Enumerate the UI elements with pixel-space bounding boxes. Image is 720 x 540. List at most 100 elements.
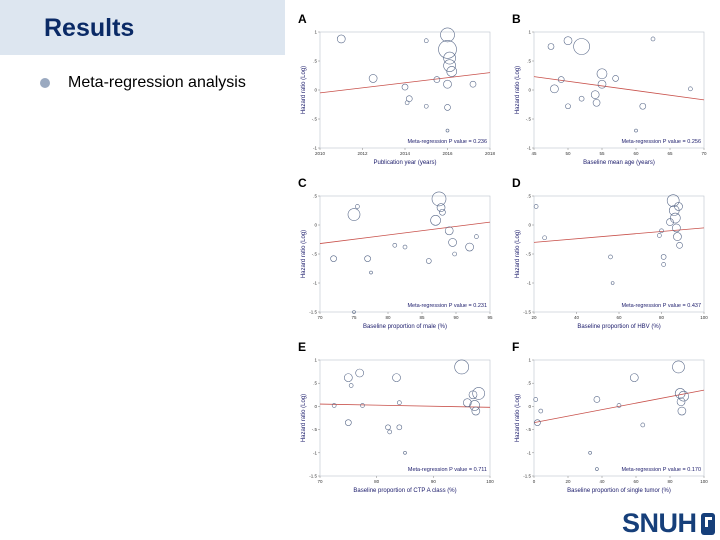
x-axis-title: Publication year (years) (373, 160, 436, 166)
study-bubble (676, 397, 686, 407)
y-tick-label: 1 (528, 358, 531, 363)
study-bubble (448, 238, 457, 247)
study-bubble (471, 406, 481, 416)
study-bubble (345, 419, 352, 426)
study-bubble (348, 383, 354, 388)
study-bubble (405, 95, 413, 102)
snuh-emblem-icon (700, 512, 715, 535)
x-tick-label: 100 (700, 479, 708, 484)
x-tick-label: 80 (385, 315, 391, 320)
study-bubble (563, 36, 573, 45)
p-value-annotation: Meta-regression P value = 0.711 (408, 467, 487, 473)
y-tick-label: -1.5 (523, 310, 531, 315)
x-tick-label: 60 (616, 315, 622, 320)
y-tick-label: 0 (528, 223, 531, 228)
study-bubble (590, 90, 600, 99)
study-bubble (640, 422, 646, 428)
study-bubble (444, 226, 454, 236)
y-tick-label: .5 (313, 381, 317, 386)
study-bubble (392, 373, 401, 382)
study-bubble (465, 242, 474, 252)
regression-line (533, 76, 705, 101)
x-tick-label: 60 (633, 479, 639, 484)
y-tick-label: -1.5 (523, 474, 531, 479)
study-bubble (436, 203, 446, 212)
bullet-item: Meta-regression analysis (40, 74, 246, 92)
panel-letter-c: C (298, 176, 307, 190)
study-bubble (331, 403, 337, 408)
x-tick-label: 45 (531, 151, 537, 156)
study-bubble (360, 403, 365, 408)
regression-line (319, 72, 491, 94)
y-axis-title: Hazard ratio (Log) (301, 66, 307, 114)
study-bubble (396, 424, 403, 431)
study-bubble (352, 310, 356, 314)
study-bubble (688, 86, 693, 92)
study-bubble (452, 251, 457, 257)
y-tick-label: -1 (313, 281, 317, 286)
study-bubble (610, 281, 615, 285)
y-tick-label: 0 (528, 404, 531, 409)
x-tick-label: 20 (565, 479, 571, 484)
x-tick-label: 2012 (357, 151, 368, 156)
y-tick-label: -1 (527, 281, 531, 286)
panel-letter-e: E (298, 340, 307, 354)
study-bubble (542, 235, 547, 241)
study-bubble (672, 223, 681, 233)
study-bubble (588, 451, 592, 455)
study-bubble (454, 359, 469, 375)
study-bubble (534, 419, 541, 426)
logo-text: SNUH (622, 508, 697, 538)
study-bubble (670, 212, 681, 224)
study-bubble (433, 76, 441, 83)
study-bubble (469, 400, 480, 411)
study-bubble (438, 40, 457, 59)
study-bubble (474, 234, 479, 239)
study-bubble (385, 424, 391, 431)
study-bubble (593, 396, 601, 403)
study-bubble (597, 79, 607, 89)
study-bubble (650, 36, 656, 42)
x-tick-label: 2014 (400, 151, 411, 156)
study-bubble (355, 368, 364, 378)
study-bubble (364, 255, 371, 262)
study-bubble (430, 215, 441, 226)
x-axis-title: Baseline proportion of single tumor (%) (567, 488, 671, 494)
study-bubble (657, 233, 662, 238)
study-bubble (336, 34, 346, 44)
x-tick-label: 80 (374, 479, 380, 484)
study-bubble (472, 387, 485, 400)
y-tick-label: -.5 (312, 252, 318, 257)
study-bubble (661, 262, 666, 267)
y-tick-label: 0 (314, 88, 317, 93)
y-axis-title: Hazard ratio (Log) (515, 66, 521, 114)
x-tick-label: 85 (419, 315, 425, 320)
study-bubble (443, 51, 456, 65)
scatter-plot-c: .5 0 -.5 -1 -1.570 75 80 85 90 95 Baseline proport… (301, 191, 493, 330)
y-axis-title: Hazard ratio (Log) (515, 230, 521, 278)
study-bubble (533, 204, 539, 209)
y-tick-label: -.5 (526, 117, 532, 122)
study-bubble (660, 254, 667, 260)
study-bubble (578, 95, 585, 102)
x-tick-label: 70 (317, 479, 323, 484)
study-bubble (426, 258, 432, 264)
study-bubble (463, 398, 472, 407)
study-bubble (330, 255, 337, 262)
study-bubble (402, 244, 408, 250)
study-bubble (368, 74, 378, 83)
study-bubble (443, 59, 456, 72)
study-bubble (397, 400, 402, 405)
x-tick-label: 0 (533, 479, 536, 484)
x-tick-label: 60 (633, 151, 639, 156)
y-tick-label: -1 (527, 146, 531, 151)
y-tick-label: -.5 (312, 117, 318, 122)
snuh-logo: SNUH (622, 508, 716, 539)
study-bubble (443, 79, 452, 89)
y-axis-title: Hazard ratio (Log) (301, 230, 307, 278)
study-bubble (630, 373, 639, 382)
study-bubble (369, 270, 373, 275)
scatter-plot-e: 1 .5 0 -.5 -1 -1.570 80 90 100 Baseline proportio… (301, 358, 494, 495)
study-bubble (596, 68, 608, 80)
